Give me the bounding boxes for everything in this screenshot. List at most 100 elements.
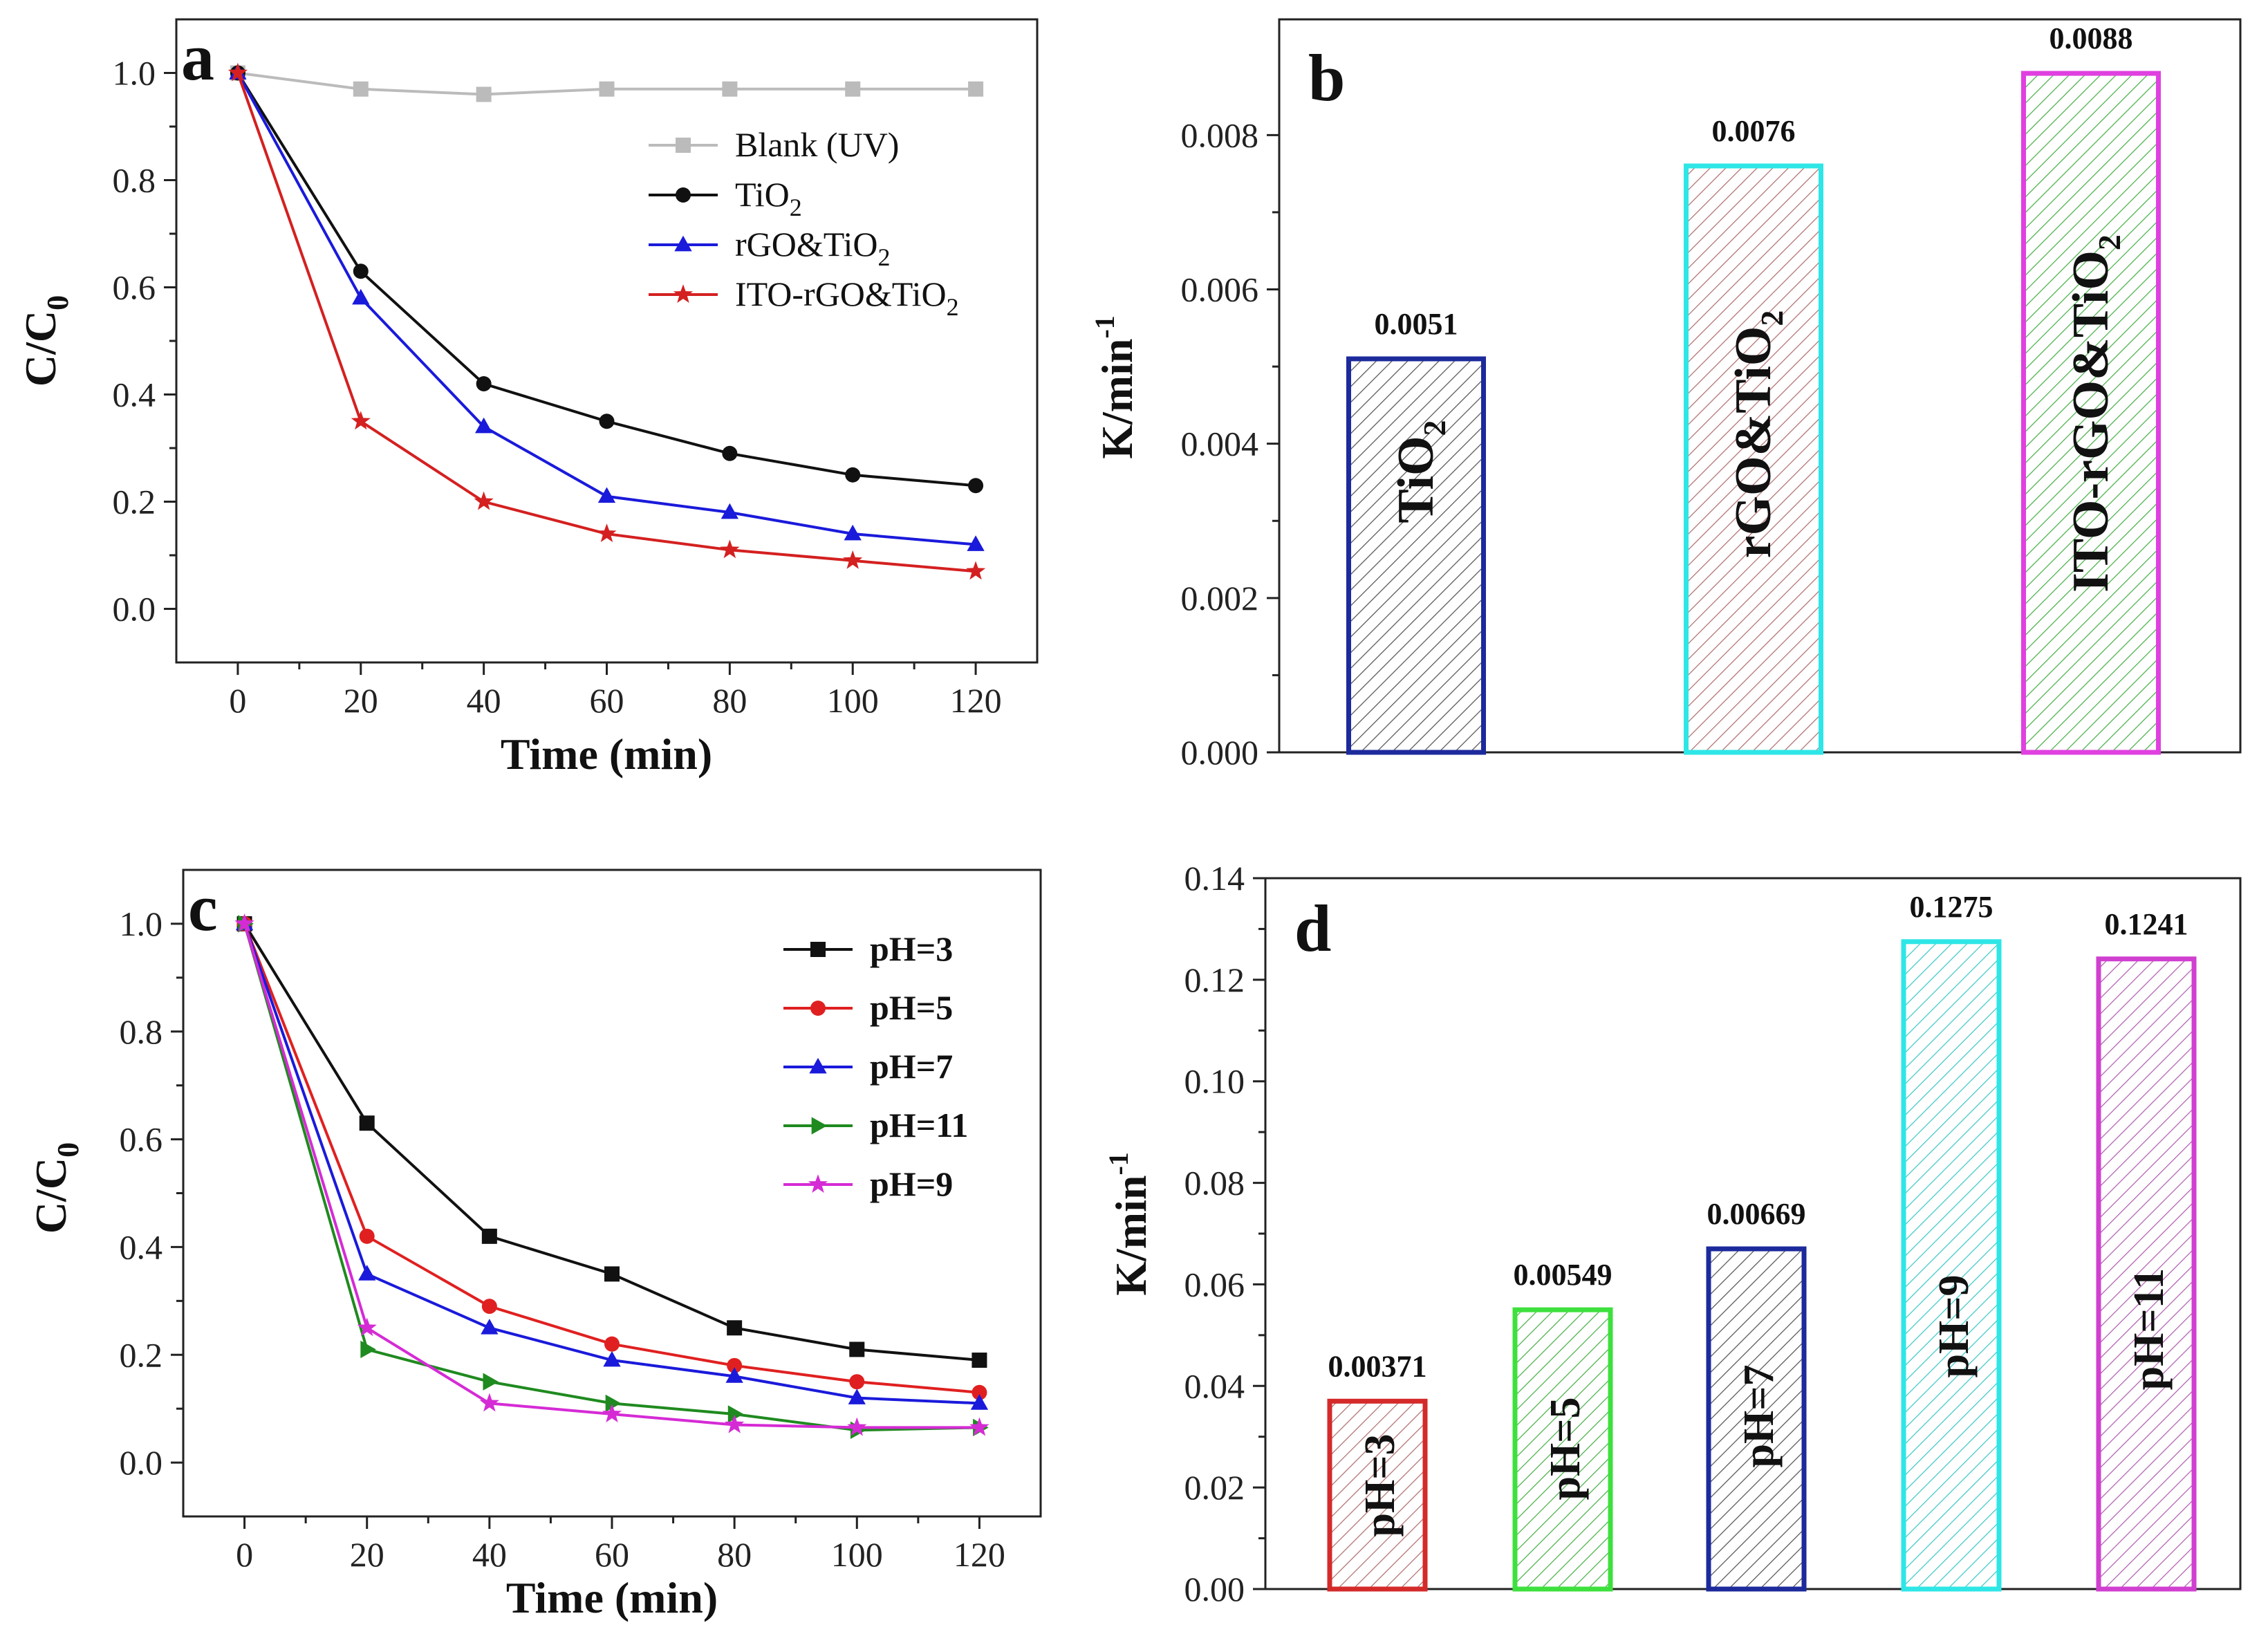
panel-b-bar-category-sub: 2 [1754,310,1790,326]
panel-c-data-point [481,1299,497,1315]
panel-a-data-point [845,81,861,97]
panel-a-x-axis-title: Time (min) [501,730,712,779]
panel-c-data-point [969,1417,989,1436]
panel-c-legend-entry: pH=11 [783,1106,968,1144]
panel-c-data-point [360,1340,376,1359]
panel-a-legend-marker [676,138,691,153]
panel-c-line-chart: c Time (min) C/C0 0 20 40 60 80 100 120 0.0 0.2 0… [26,869,1042,1622]
panel-a-line-chart: a Time (min) C/C0 0 20 40 60 80 100 120 0.0 0.2 0… [16,18,1039,779]
panel-d-y-tick-label: 0.06 [1184,1265,1245,1303]
panel-c-legend-marker [809,1057,827,1074]
panel-c-y-tick-label: 1.0 [120,904,163,943]
panel-d-y-tick-label: 0.12 [1184,960,1245,999]
panel-c-x-tick-label: 120 [954,1535,1005,1574]
panel-a-legend-marker [676,187,691,203]
panel-a-legend-label-main: ITO-rGO&TiO [735,275,947,313]
panel-d-bar-group-ph-9: 0.1275 pH=9 [1901,890,2002,1592]
panel-c-y-axis-title: C/C0 [26,1142,85,1234]
panel-c-data-point [847,1417,867,1436]
panel-b-y-tick-label: 0.004 [1181,425,1259,463]
panel-c-data-point [849,1374,865,1390]
panel-b-bar-group-rgo-tio2: 0.0076 rGO&TiO2 [1684,114,1823,755]
panel-a-data-point [597,523,617,542]
panel-d-bar-category-main: pH=9 [1931,1274,1978,1377]
panel-d-bar-chart: d K/min-1 0.00 0.02 0.04 0.06 0.08 0.10 0.12 0.… [1103,859,2242,1608]
panel-a-label: a [181,20,214,94]
panel-c-data-point [970,1394,989,1410]
panel-c-data-point [848,1389,866,1404]
panel-c-data-point [604,1336,620,1352]
panel-a-data-point [720,539,740,559]
panel-c-series-line [243,923,980,1394]
panel-a-legend-entry: TiO2 [649,175,802,221]
panel-b-bar-category-label: rGO&TiO2 [1725,310,1790,559]
panel-a-legend-label-sub: 2 [947,293,959,321]
panel-d-bar-group-ph-7: 0.00669 pH=7 [1706,1197,1807,1592]
panel-a-data-point [351,411,371,430]
panel-d-bar-value-label: 0.1241 [2105,907,2188,941]
panel-a-series-rgo-tio2 [229,64,985,551]
panel-a-legend-label-sub: 2 [790,194,802,221]
panel-c-x-tick-label: 80 [717,1535,752,1574]
panel-a-data-point [722,81,738,97]
panel-c-data-point [358,1265,376,1281]
panel-a-x-tick-label: 80 [712,681,747,720]
panel-a-legend-marker [674,235,692,252]
panel-a-legend-label: rGO&TiO2 [735,225,891,271]
panel-d-bar-category-label: pH=7 [1736,1364,1783,1467]
panel-c-data-point [483,1373,499,1391]
panel-a-legend-label: ITO-rGO&TiO2 [735,275,959,321]
panel-c-y-tick-label: 0.6 [120,1120,163,1159]
panel-d-bar [1327,1398,1428,1592]
panel-b-bar-group-tio2: 0.0051 TiO2 [1346,307,1486,755]
panel-d-y-tick-label: 0.08 [1184,1164,1245,1202]
panel-b-bar-category-sub: 2 [2092,234,2127,250]
panel-b-bar-value-label: 0.0076 [1712,114,1796,148]
panel-a-data-point [599,81,615,97]
panel-a-data-point [845,467,861,483]
panel-c-legend-label: pH=5 [870,988,953,1027]
panel-a-x-tick-label: 60 [590,681,624,720]
panel-d-bar-group-ph-3: 0.00371 pH=3 [1327,1349,1428,1592]
panel-d-bar-value-label: 0.1275 [1910,890,1993,924]
panel-a-data-point [968,478,984,494]
panel-b-y-tick-label: 0.000 [1181,733,1259,772]
panel-a-y-tick-label: 0.8 [113,161,156,200]
panel-c-legend-entry: pH=9 [783,1164,953,1203]
panel-a-data-point [597,487,616,503]
panel-a-data-point [353,263,369,279]
panel-c-y-tick-label: 0.4 [120,1227,163,1266]
panel-a-x-tick-label: 0 [229,681,246,720]
panel-a-y-axis-title: C/C0 [16,295,75,387]
panel-c-data-point [481,1228,497,1244]
panel-b-bar-category-sub: 2 [1417,420,1452,436]
panel-a-legend-marker [673,284,694,303]
panel-c-y-tick-label: 0.8 [120,1012,163,1051]
panel-d-bar-category-main: pH=7 [1736,1364,1783,1467]
panel-c-data-point [972,1384,987,1400]
panel-c-legend-marker [810,1001,826,1016]
panel-a-data-point [353,81,369,97]
panel-a-data-point [721,503,739,519]
panel-a-legend-label-main: rGO&TiO [735,225,878,263]
panel-b-bar-category-label: ITO-rGO&TiO2 [2063,234,2127,593]
panel-c-data-point [359,1228,375,1244]
panel-a-y-tick-label: 0.4 [113,375,156,414]
panel-d-bar-category-label: pH=3 [1357,1433,1404,1536]
panel-b-bar-category-main: TiO [1388,436,1444,523]
panel-a-data-point [476,86,492,102]
panel-a-y-tick-label: 0.6 [113,268,156,307]
panel-c-data-point [602,1404,622,1422]
panel-a-legend-entry: rGO&TiO2 [649,225,891,271]
panel-b-y-tick-label: 0.008 [1181,115,1259,154]
panel-c-series-line [243,922,980,1362]
panel-c-legend-label: pH=3 [870,929,953,968]
panel-a-legend-label-main: Blank (UV) [735,125,899,164]
panel-c-x-tick-label: 40 [472,1535,507,1574]
panel-b-y-tick-label: 0.006 [1181,270,1259,309]
panel-b-y-tick-label: 0.002 [1181,579,1259,618]
panel-c-y-tick-label: 0.2 [120,1335,163,1374]
panel-c-data-point [481,1319,499,1335]
panel-c-x-tick-label: 100 [831,1535,883,1574]
panel-c-legend-marker [810,942,826,957]
